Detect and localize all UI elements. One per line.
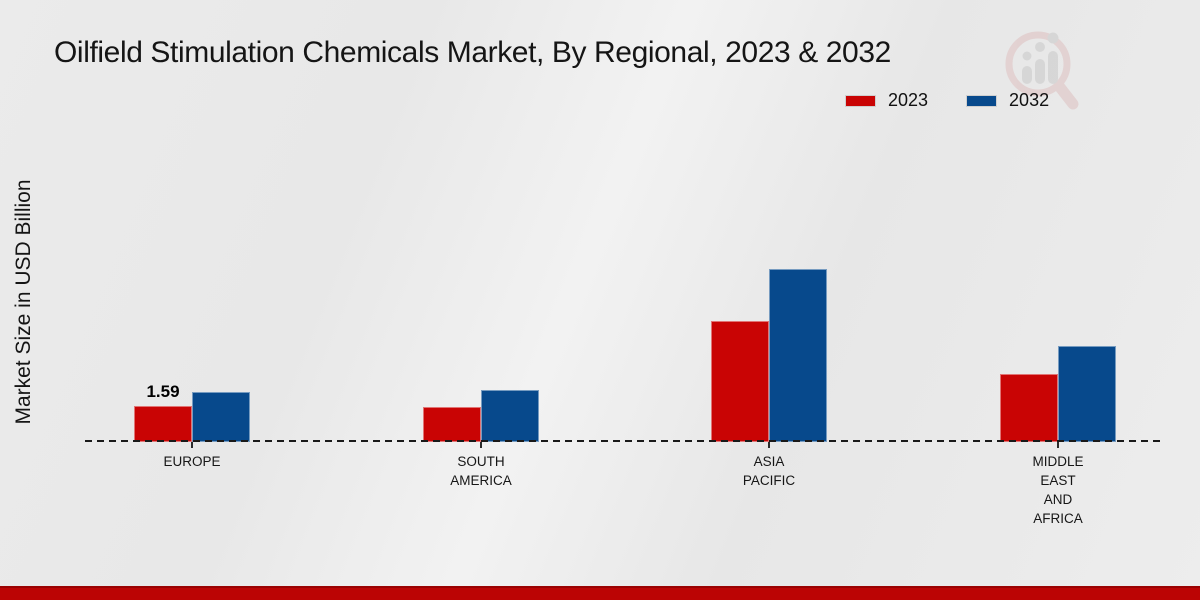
x-axis-label-line: AMERICA: [450, 473, 512, 488]
x-axis-label-middle-east-and-africa: MIDDLE EAST AND AFRICA: [983, 452, 1133, 528]
x-axis-tick-middle-east-and-africa: [1057, 442, 1059, 448]
bar-2023-south-america: [423, 407, 481, 442]
footer-accent-bar: [0, 586, 1200, 600]
x-axis-label-line: PACIFIC: [742, 473, 796, 488]
x-axis-label-line: EAST: [1040, 473, 1076, 488]
x-axis-label-line: ASIA: [753, 454, 785, 469]
bar-value-label: 1.59: [146, 382, 180, 401]
magnifier-growth-chart-icon: [1005, 31, 1079, 110]
legend-label-2032: 2032: [1009, 90, 1050, 110]
x-axis-label-line: MIDDLE: [1032, 454, 1084, 469]
legend-swatch-2023: [845, 94, 876, 107]
x-axis-label-line: AFRICA: [1033, 511, 1083, 526]
x-axis-label-europe: EUROPE: [117, 452, 267, 471]
x-axis-tick-europe: [191, 442, 193, 448]
legend: 2023 2032: [845, 90, 1049, 111]
bar-2023-europe: [134, 406, 192, 442]
bar-2032-south-america: [481, 390, 539, 442]
bar-2032-asia-pacific: [769, 269, 827, 442]
bar-2023-middle-east-and-africa: [1000, 374, 1058, 442]
watermark-logo: [998, 26, 1084, 114]
bar-2032-europe: [192, 392, 250, 442]
legend-swatch-2032: [966, 94, 998, 107]
x-axis-label-south-america: SOUTH AMERICA: [406, 452, 556, 490]
x-axis-label-line: AND: [1043, 492, 1073, 507]
x-axis-tick-south-america: [480, 442, 482, 448]
legend-label-2023: 2023: [888, 90, 929, 110]
x-axis-tick-asia-pacific: [768, 442, 770, 448]
bar-2032-middle-east-and-africa: [1058, 346, 1116, 442]
x-axis-label-line: SOUTH: [457, 454, 505, 469]
x-axis-label-asia-pacific: ASIA PACIFIC: [694, 452, 844, 490]
bar-2023-asia-pacific: [711, 321, 769, 442]
legend-item-2023: 2023: [845, 90, 928, 111]
legend-item-2032: 2032: [966, 90, 1049, 111]
x-axis-label-line: EUROPE: [163, 454, 221, 469]
chart-title: Oilfield Stimulation Chemicals Market, B…: [54, 36, 891, 69]
x-axis-line: [85, 440, 1165, 442]
